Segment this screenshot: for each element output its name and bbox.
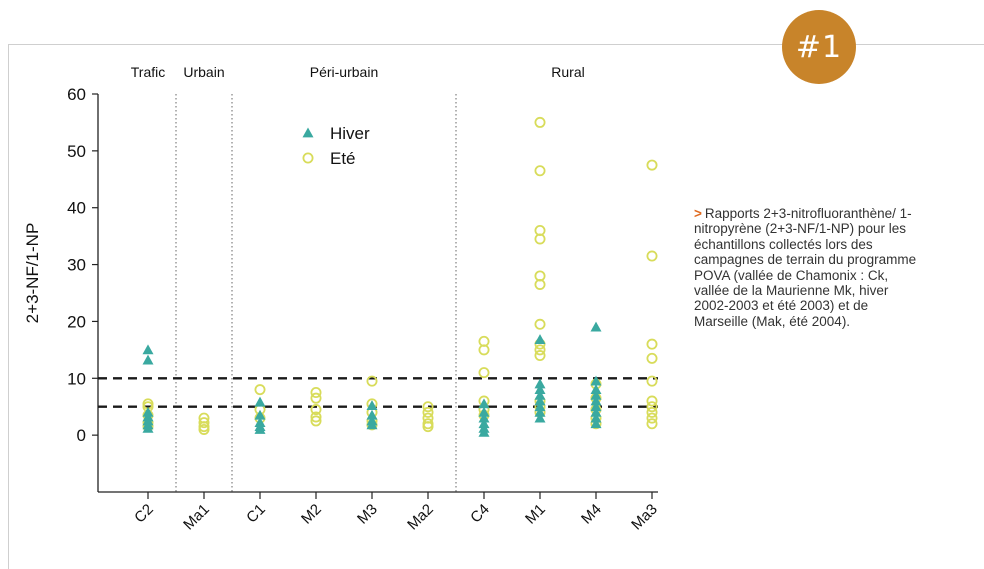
- ete-point-39: [534, 318, 546, 330]
- ete-point-52: [646, 250, 658, 262]
- hiver-point-11: [254, 423, 266, 434]
- ete-point-42: [534, 350, 546, 362]
- legend-ete-label: Eté: [330, 149, 356, 168]
- caption-text: Rapports 2+3-nitrofluoranthène/ 1-nitrop…: [694, 206, 917, 329]
- y-tick-label-40: 40: [67, 199, 86, 218]
- figure-caption: > Rapports 2+3-nitrofluoranthène/ 1-nitro…: [694, 206, 924, 329]
- x-tick-label-M2: M2: [298, 501, 325, 528]
- legend-hiver-marker: [302, 127, 314, 138]
- hiver-point-35: [590, 401, 602, 412]
- x-tick-label-C1: C1: [243, 501, 269, 527]
- hiver-point-26: [534, 395, 546, 406]
- y-tick-label-20: 20: [67, 312, 86, 331]
- hiver-point-33: [590, 389, 602, 400]
- frame-left-line: [8, 44, 9, 569]
- hiver-point-16: [478, 398, 490, 409]
- ete-point-6: [198, 417, 210, 429]
- hiver-point-12: [366, 400, 378, 410]
- x-tick-label-M3: M3: [354, 501, 381, 528]
- ete-point-9: [254, 384, 266, 396]
- hiver-point-8: [254, 409, 266, 420]
- ete-point-53: [646, 338, 658, 350]
- group-label-trafic: Trafic: [131, 64, 165, 80]
- hiver-point-23: [534, 378, 546, 389]
- ete-point-29: [478, 367, 490, 379]
- y-tick-label-50: 50: [67, 142, 86, 161]
- ete-point-8: [198, 423, 210, 435]
- ete-point-34: [534, 165, 546, 177]
- group-label-urbain: Urbain: [183, 64, 224, 80]
- y-tick-label-30: 30: [67, 256, 86, 275]
- caption-marker-icon: >: [694, 206, 702, 221]
- hiver-point-34: [590, 395, 602, 406]
- ete-point-38: [534, 278, 546, 290]
- hiver-point-15: [366, 419, 378, 430]
- x-tick-label-M4: M4: [578, 501, 605, 528]
- hiver-point-18: [478, 412, 490, 423]
- ete-point-36: [534, 233, 546, 245]
- ete-point-55: [646, 375, 658, 387]
- ete-point-15: [310, 411, 322, 423]
- ete-point-56: [646, 395, 658, 407]
- legend-hiver-label: Hiver: [330, 124, 370, 143]
- ete-point-58: [646, 406, 658, 418]
- hiver-point-36: [590, 406, 602, 417]
- y-tick-label-60: 60: [67, 85, 86, 104]
- ete-point-17: [366, 375, 378, 387]
- hiver-point-24: [534, 384, 546, 395]
- figure-number-badge: #1: [782, 10, 856, 84]
- hiver-point-37: [590, 412, 602, 423]
- x-tick-label-M1: M1: [522, 501, 549, 528]
- ete-point-22: [422, 401, 434, 413]
- ete-point-41: [534, 344, 546, 356]
- legend-ete-marker: [302, 152, 314, 164]
- ete-point-33: [534, 116, 546, 128]
- hiver-point-13: [366, 409, 378, 420]
- hiver-point-21: [478, 426, 490, 437]
- x-tick-label-Ma1: Ma1: [180, 501, 213, 534]
- hiver-point-6: [142, 422, 154, 433]
- frame-top-line: [8, 44, 984, 45]
- ete-point-60: [646, 418, 658, 430]
- ete-point-12: [310, 386, 322, 398]
- hiver-point-25: [534, 389, 546, 400]
- ete-point-28: [478, 344, 490, 356]
- hiver-point-22: [534, 334, 546, 345]
- ete-point-13: [310, 392, 322, 404]
- group-label-p-ri-urbain: Péri-urbain: [310, 64, 378, 80]
- hiver-point-30: [590, 321, 602, 332]
- ete-point-16: [310, 415, 322, 427]
- y-tick-label-10: 10: [67, 369, 86, 388]
- hiver-point-17: [478, 406, 490, 417]
- x-tick-label-Ma3: Ma3: [628, 501, 661, 534]
- ete-point-14: [310, 404, 322, 416]
- ete-point-54: [646, 352, 658, 364]
- ete-point-51: [646, 159, 658, 171]
- hiver-point-7: [254, 396, 266, 407]
- y-tick-label-0: 0: [77, 426, 86, 445]
- hiver-point-28: [534, 406, 546, 417]
- x-tick-label-C4: C4: [467, 501, 493, 527]
- hiver-point-0: [142, 344, 154, 355]
- hiver-point-32: [590, 384, 602, 395]
- x-tick-label-C2: C2: [131, 501, 157, 527]
- ete-point-26: [422, 421, 434, 433]
- ete-point-57: [646, 401, 658, 413]
- y-axis-title: 2+3-NF/1-NP: [23, 223, 42, 324]
- hiver-point-27: [534, 401, 546, 412]
- x-tick-label-Ma2: Ma2: [404, 501, 437, 534]
- hiver-point-38: [590, 418, 602, 429]
- hiver-point-29: [534, 412, 546, 423]
- hiver-point-1: [142, 354, 154, 365]
- ete-point-23: [422, 406, 434, 418]
- hiver-point-31: [590, 375, 602, 386]
- ete-point-59: [646, 412, 658, 424]
- group-label-rural: Rural: [551, 64, 584, 80]
